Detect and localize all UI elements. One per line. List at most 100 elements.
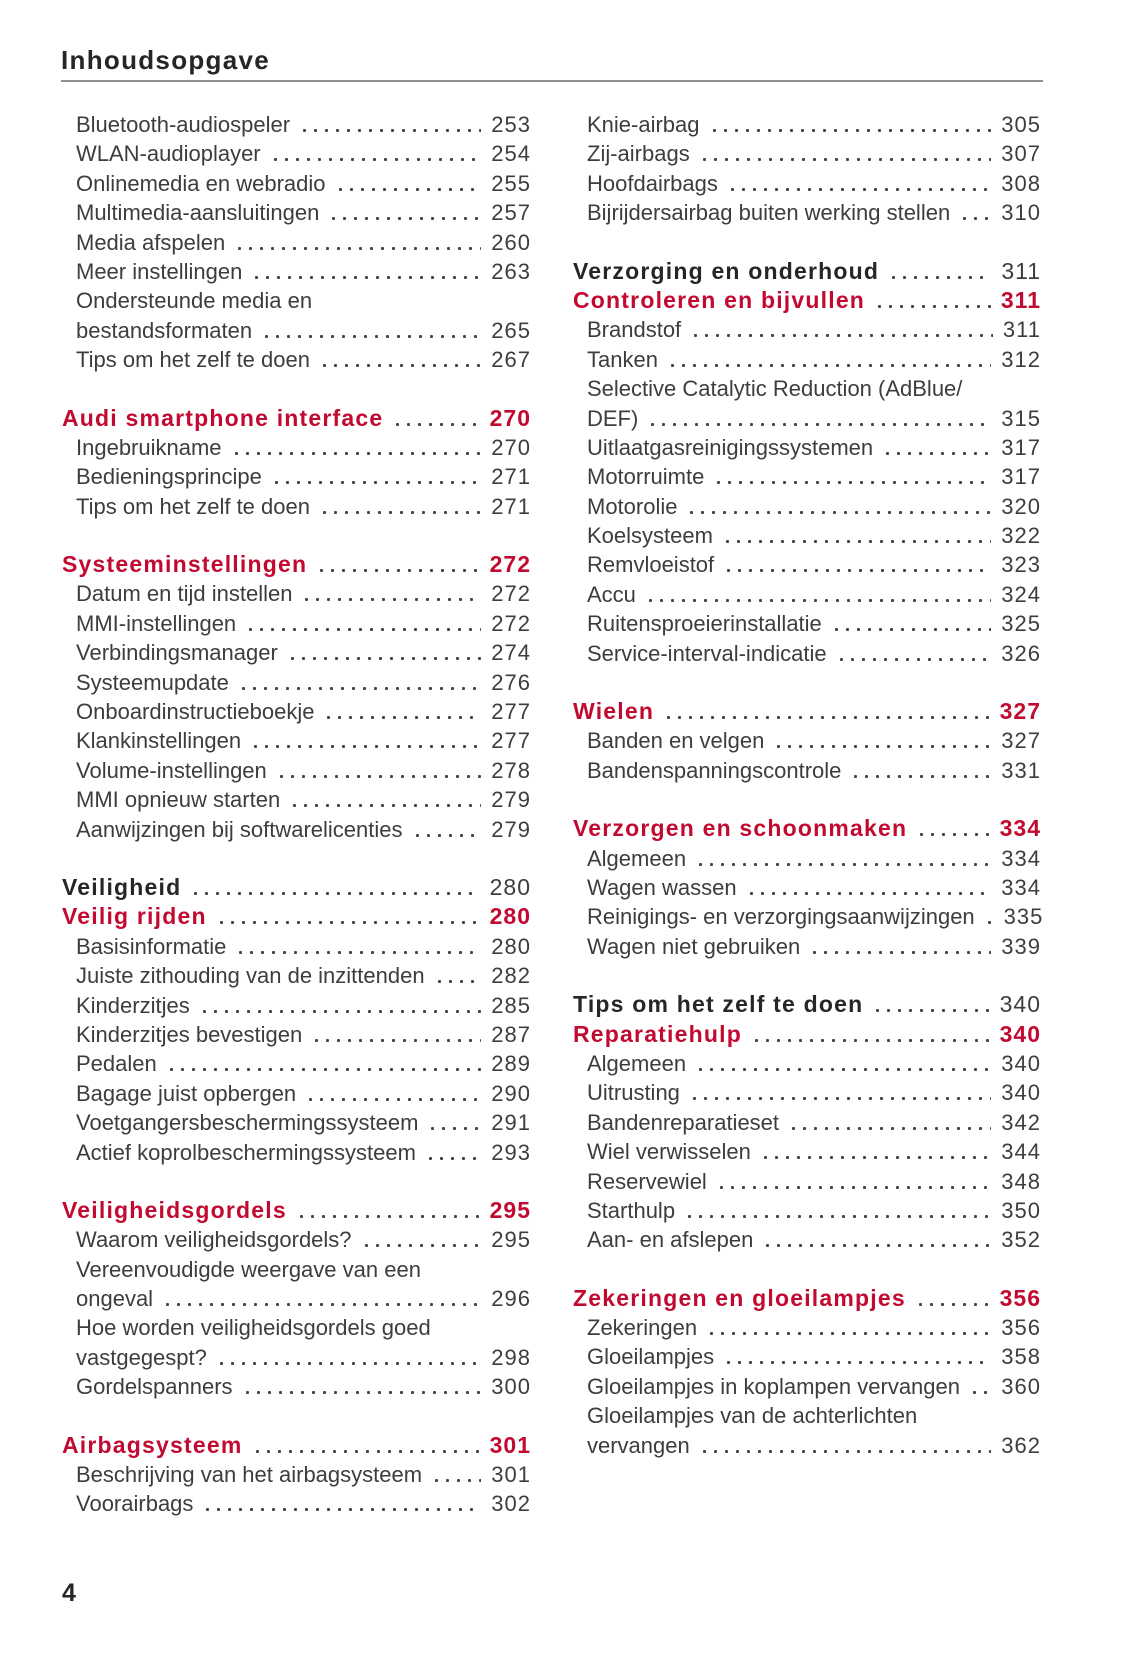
toc-entry-page: 277 — [491, 728, 531, 754]
toc-row: Onlinemedia en webradio 255 — [62, 169, 531, 198]
dot-leader — [850, 774, 992, 778]
dot-leader — [334, 187, 482, 191]
dot-leader — [305, 1097, 482, 1101]
toc-entry-page: 358 — [1001, 1344, 1041, 1370]
toc-row: Tanken 312 — [573, 345, 1041, 374]
toc-group: Veiligheidsgordels 295 Waarom veiligheidsg… — [62, 1196, 531, 1402]
toc-entry-label: bestandsformaten — [76, 317, 253, 343]
toc-row: ongeval 296 — [62, 1284, 531, 1313]
toc-entry-page: 270 — [491, 434, 531, 460]
toc-column-right: Knie-airbag 305 Zij-airbags 307 Hoofdairbags… — [573, 110, 1044, 1460]
toc-row: Actief koprolbeschermingssysteem 293 — [62, 1138, 531, 1167]
toc-row: Verzorging en onderhoud 311 — [573, 257, 1041, 286]
dot-leader — [708, 129, 992, 132]
toc-entry-label: Zij-airbags — [587, 141, 690, 167]
toc-row: Reservewiel 348 — [573, 1167, 1041, 1196]
toc-entry-page: 272 — [491, 581, 531, 607]
toc-entry-page: 312 — [1001, 346, 1041, 372]
toc-entry-label: Gordelspanners — [76, 1374, 233, 1400]
dot-leader — [663, 716, 990, 720]
toc-entry-label: Veilig rijden — [62, 903, 207, 930]
toc-row: Service-interval-indicatie 326 — [573, 639, 1041, 668]
toc-row: Datum en tijd instellen 272 — [62, 579, 531, 608]
toc-entry-page: 352 — [1001, 1227, 1041, 1253]
dot-leader — [914, 1302, 990, 1306]
toc-entry-label: Tips om het zelf te doen — [76, 347, 310, 373]
toc-entry-page: 279 — [491, 816, 531, 842]
dot-leader — [684, 1214, 992, 1218]
toc-entry-label: Wiel verwisselen — [587, 1139, 751, 1165]
toc-row: Uitrusting 340 — [573, 1078, 1041, 1107]
toc-row: DEF) 315 — [573, 404, 1041, 433]
toc-entry-label: Basisinformatie — [76, 933, 227, 959]
dot-leader — [882, 451, 992, 455]
toc-entry-label: Volume-instellingen — [76, 757, 267, 783]
dot-leader — [695, 862, 992, 866]
toc-row: Meer instellingen 263 — [62, 257, 531, 286]
toc-row: Wiel verwisselen 344 — [573, 1137, 1041, 1166]
toc-row: Reparatiehulp 340 — [573, 1020, 1041, 1049]
dot-leader — [215, 1361, 482, 1365]
toc-row: Vereenvoudigde weergave van een — [62, 1255, 531, 1284]
toc-entry-page: 334 — [1001, 874, 1041, 900]
toc-row: Veiligheidsgordels 295 — [62, 1196, 531, 1225]
dot-leader — [299, 129, 482, 132]
dot-leader — [202, 1508, 482, 1512]
toc-entry-label: Algemeen — [587, 845, 687, 871]
toc-entry-label: Gloeilampjes in koplampen vervangen — [587, 1373, 960, 1399]
toc-entry-page: 271 — [491, 464, 531, 490]
toc-entry-page: 279 — [491, 787, 531, 813]
toc-entry-label: Verbindingsmanager — [76, 640, 278, 666]
toc-entry-page: 325 — [1001, 611, 1041, 637]
dot-leader — [275, 774, 482, 778]
toc-group: Bluetooth-audiospeler 253 WLAN-audioplayer… — [62, 110, 531, 375]
toc-entry-page: 340 — [1001, 1050, 1041, 1076]
toc-entry-label: Voorairbags — [76, 1491, 194, 1517]
dot-leader — [666, 363, 992, 367]
toc-group: Veiligheid 280 Veilig rijden 280 Basisinform… — [62, 873, 531, 1167]
toc-row: Onboardinstructieboekje 277 — [62, 697, 531, 726]
dot-leader — [715, 1185, 992, 1189]
toc-entry-label: Pedalen — [76, 1051, 157, 1077]
toc-row: Accu 324 — [573, 580, 1041, 609]
dot-leader — [745, 891, 992, 895]
toc-entry-label: Aanwijzingen bij softwarelicenties — [76, 816, 403, 842]
toc-entry-page: 339 — [1001, 933, 1041, 959]
toc-entry-label: Kinderzitjes — [76, 992, 190, 1018]
toc-entry-page: 276 — [491, 669, 531, 695]
dot-leader — [269, 158, 482, 162]
toc-entry-page: 331 — [1001, 757, 1041, 783]
toc-entry-page: 305 — [1001, 112, 1041, 137]
toc-entry-page: 267 — [491, 347, 531, 373]
toc-row: Verbindingsmanager 274 — [62, 638, 531, 667]
toc-entry-label: Zekeringen en gloeilampjes — [573, 1284, 906, 1311]
toc-row: Algemeen 340 — [573, 1049, 1041, 1078]
toc-entry-page: 254 — [491, 141, 531, 167]
toc-entry-label: Uitlaatgasreinigingssystemen — [587, 434, 874, 460]
dot-leader — [835, 657, 992, 661]
toc-entry-page: 335 — [1003, 904, 1044, 930]
dot-leader — [323, 716, 482, 720]
dot-leader — [392, 422, 480, 426]
toc-row: Knie-airbag 305 — [573, 110, 1041, 139]
toc-entry-page: 280 — [489, 903, 531, 930]
toc-entry-label: Tips om het zelf te doen — [573, 991, 864, 1018]
toc-entry-label: Waarom veiligheidsgordels? — [76, 1227, 352, 1253]
toc-row: MMI-instellingen 272 — [62, 609, 531, 638]
dot-leader — [286, 657, 482, 661]
toc-row: Selective Catalytic Reduction (AdBlue/ — [573, 374, 1041, 403]
toc-row: Bijrijdersairbag buiten werking stellen 3… — [573, 198, 1041, 227]
toc-entry-page: 326 — [1001, 640, 1041, 666]
toc-entry-label: Uitrusting — [587, 1080, 680, 1106]
toc-entry-page: 340 — [999, 991, 1041, 1018]
toc-entry-page: 301 — [489, 1431, 531, 1458]
toc-entry-page: 263 — [491, 258, 531, 284]
dot-leader — [234, 246, 482, 250]
toc-group: Systeeminstellingen 272 Datum en tijd inst… — [62, 550, 531, 844]
toc-entry-page: 293 — [491, 1139, 531, 1165]
dot-leader — [969, 1390, 992, 1394]
toc-row: Ondersteunde media en — [62, 286, 531, 315]
toc-row: Ruitensproeierinstallatie 325 — [573, 609, 1041, 638]
toc-row: Beschrijving van het airbagsysteem 301 — [62, 1460, 531, 1489]
toc-entry-page: 253 — [491, 112, 531, 137]
